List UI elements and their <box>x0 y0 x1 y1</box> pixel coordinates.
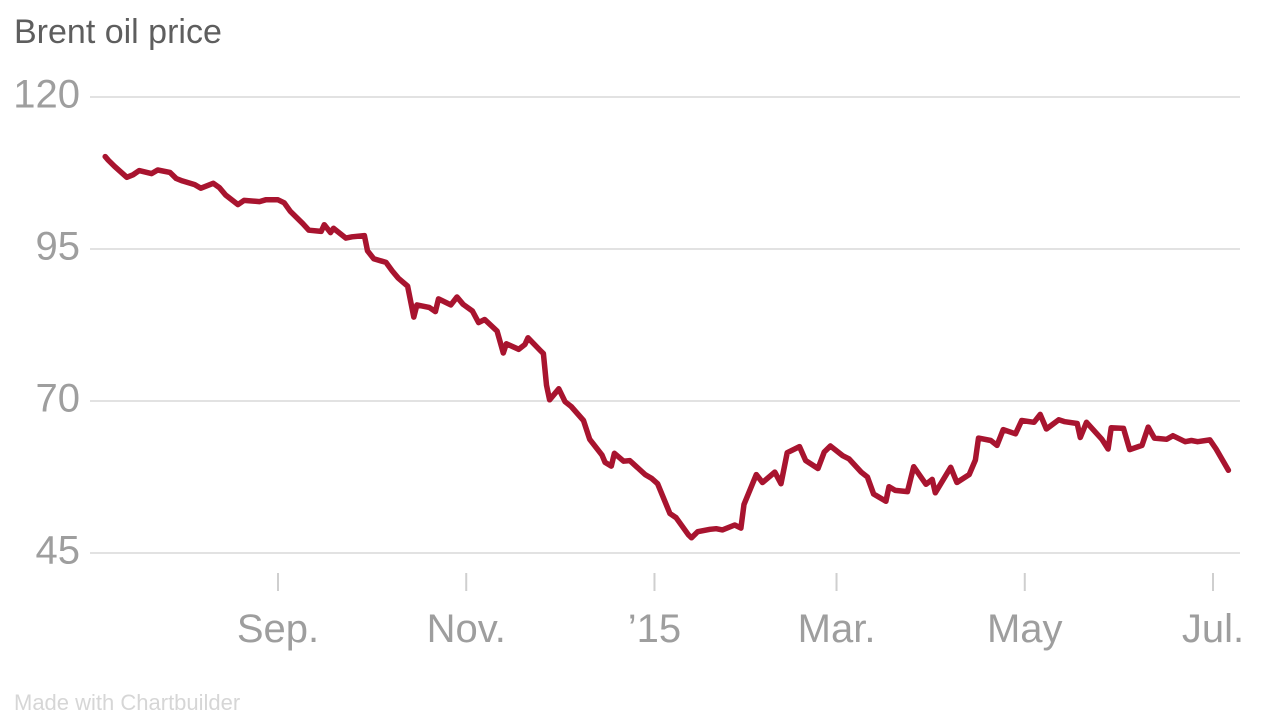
x-axis-label: Sep. <box>236 607 320 651</box>
x-axis-label: Mar. <box>797 607 876 651</box>
x-axis-label: ’15 <box>627 607 682 651</box>
chartbuilder-credit: Made with Chartbuilder <box>14 690 241 715</box>
chart-title: Brent oil price <box>14 13 222 51</box>
y-axis-label: 120 <box>13 72 80 117</box>
gridlines <box>90 96 1240 554</box>
x-axis-ticks <box>277 573 1214 591</box>
x-axis-label: Nov. <box>426 607 506 651</box>
y-axis-label: 95 <box>35 224 81 269</box>
x-axis-label: May <box>986 607 1063 651</box>
y-axis-label: 70 <box>35 376 81 421</box>
brent-price-line <box>102 153 1232 541</box>
x-axis-label: Jul. <box>1181 607 1245 651</box>
y-axis-label: 45 <box>35 528 81 573</box>
